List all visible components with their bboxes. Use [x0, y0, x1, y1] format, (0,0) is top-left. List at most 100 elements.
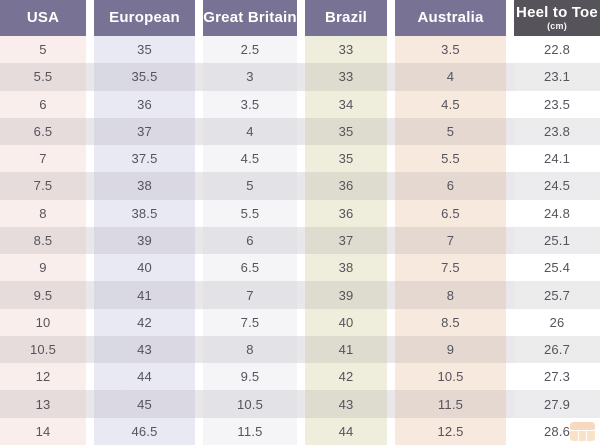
- table-cell-heel-to-toe: 26: [514, 308, 600, 336]
- table-row: 12 44 9.5 42 10.5 27.3: [0, 363, 600, 391]
- table-cell-usa: 13: [0, 390, 86, 418]
- table-row: 8.5 39 6 37 7 25.1: [0, 226, 600, 255]
- table-cell-great-britain: 3: [203, 63, 297, 91]
- table-cell-usa: 12: [0, 363, 86, 391]
- table-row: 14 46.5 11.5 44 12.5 28.6: [0, 417, 600, 445]
- table-cell-usa: 5.5: [0, 63, 86, 91]
- table-cell-european: 45: [94, 390, 195, 418]
- watermark-grid-shape: [570, 431, 595, 441]
- table-cell-great-britain: 7.5: [203, 308, 297, 336]
- table-cell-australia: 5: [395, 117, 506, 146]
- table-cell-brazil: 44: [305, 417, 387, 445]
- table-cell-great-britain: 7: [203, 281, 297, 309]
- table-cell-heel-to-toe: 26.7: [514, 335, 600, 364]
- table-cell-european: 38.5: [94, 199, 195, 227]
- table-cell-great-britain: 4.5: [203, 145, 297, 173]
- table-cell-australia: 6: [395, 172, 506, 200]
- table-cell-european: 35: [94, 36, 195, 64]
- table-cell-great-britain: 4: [203, 117, 297, 146]
- column-header-label: Great Britain: [203, 9, 297, 27]
- table-cell-usa: 9: [0, 254, 86, 282]
- table-header-row: USA European Great Britain Brazil Australia H…: [0, 0, 600, 36]
- table-cell-australia: 8.5: [395, 308, 506, 336]
- column-header-label: Australia: [417, 9, 484, 27]
- table-cell-brazil: 39: [305, 281, 387, 309]
- table-cell-heel-to-toe: 27.3: [514, 363, 600, 391]
- table-cell-great-britain: 8: [203, 335, 297, 364]
- table-cell-great-britain: 5.5: [203, 199, 297, 227]
- table-cell-brazil: 34: [305, 90, 387, 118]
- table-cell-heel-to-toe: 28.6: [514, 417, 600, 445]
- table-row: 6 36 3.5 34 4.5 23.5: [0, 90, 600, 118]
- table-cell-heel-to-toe: 24.5: [514, 172, 600, 200]
- table-cell-brazil: 33: [305, 63, 387, 91]
- table-cell-usa: 14: [0, 417, 86, 445]
- table-row: 8 38.5 5.5 36 6.5 24.8: [0, 199, 600, 227]
- table-cell-heel-to-toe: 25.1: [514, 226, 600, 255]
- table-cell-european: 36: [94, 90, 195, 118]
- table-cell-usa: 5: [0, 36, 86, 64]
- table-cell-brazil: 36: [305, 172, 387, 200]
- table-cell-australia: 11.5: [395, 390, 506, 418]
- table-cell-usa: 10: [0, 308, 86, 336]
- table-row: 7 37.5 4.5 35 5.5 24.1: [0, 145, 600, 173]
- table-row: 9.5 41 7 39 8 25.7: [0, 281, 600, 309]
- table-cell-heel-to-toe: 23.8: [514, 117, 600, 146]
- column-header-european: European: [94, 0, 195, 36]
- table-row: 10 42 7.5 40 8.5 26: [0, 308, 600, 336]
- table-cell-australia: 4: [395, 63, 506, 91]
- column-header-label: USA: [26, 9, 60, 27]
- table-cell-brazil: 33: [305, 36, 387, 64]
- column-header-heel-to-toe: Heel to Toe (cm): [514, 0, 600, 36]
- table-cell-heel-to-toe: 24.8: [514, 199, 600, 227]
- table-cell-brazil: 37: [305, 226, 387, 255]
- table-cell-brazil: 35: [305, 145, 387, 173]
- table-cell-heel-to-toe: 23.5: [514, 90, 600, 118]
- table-cell-european: 35.5: [94, 63, 195, 91]
- table-cell-usa: 8: [0, 199, 86, 227]
- table-cell-european: 43: [94, 335, 195, 364]
- table-cell-brazil: 36: [305, 199, 387, 227]
- table-cell-great-britain: 9.5: [203, 363, 297, 391]
- table-cell-great-britain: 2.5: [203, 36, 297, 64]
- table-cell-european: 41: [94, 281, 195, 309]
- column-header-sublabel: (cm): [547, 20, 567, 31]
- table-cell-australia: 12.5: [395, 417, 506, 445]
- table-cell-great-britain: 3.5: [203, 90, 297, 118]
- table-cell-australia: 6.5: [395, 199, 506, 227]
- table-row: 7.5 38 5 36 6 24.5: [0, 172, 600, 200]
- table-row: 6.5 37 4 35 5 23.8: [0, 117, 600, 146]
- table-cell-usa: 7.5: [0, 172, 86, 200]
- table-cell-brazil: 42: [305, 363, 387, 391]
- table-cell-usa: 6: [0, 90, 86, 118]
- table-cell-great-britain: 6: [203, 226, 297, 255]
- table-cell-usa: 7: [0, 145, 86, 173]
- table-cell-heel-to-toe: 27.9: [514, 390, 600, 418]
- table-cell-brazil: 43: [305, 390, 387, 418]
- table-cell-heel-to-toe: 24.1: [514, 145, 600, 173]
- table-cell-european: 39: [94, 226, 195, 255]
- table-cell-australia: 8: [395, 281, 506, 309]
- table-cell-european: 44: [94, 363, 195, 391]
- table-cell-brazil: 38: [305, 254, 387, 282]
- table-cell-australia: 9: [395, 335, 506, 364]
- table-cell-brazil: 41: [305, 335, 387, 364]
- table-cell-great-britain: 10.5: [203, 390, 297, 418]
- table-cell-australia: 7: [395, 226, 506, 255]
- table-row: 13 45 10.5 43 11.5 27.9: [0, 390, 600, 418]
- watermark-logo: [570, 422, 595, 441]
- column-header-label: Brazil: [324, 9, 368, 27]
- table-cell-usa: 6.5: [0, 117, 86, 146]
- table-cell-australia: 4.5: [395, 90, 506, 118]
- table-cell-usa: 8.5: [0, 226, 86, 255]
- table-cell-australia: 3.5: [395, 36, 506, 64]
- table-cell-european: 46.5: [94, 417, 195, 445]
- table-cell-great-britain: 11.5: [203, 417, 297, 445]
- column-header-usa: USA: [0, 0, 86, 36]
- column-header-label: Heel to Toe: [516, 3, 598, 21]
- column-header-great-britain: Great Britain: [203, 0, 297, 36]
- table-cell-heel-to-toe: 25.7: [514, 281, 600, 309]
- table-cell-heel-to-toe: 25.4: [514, 254, 600, 282]
